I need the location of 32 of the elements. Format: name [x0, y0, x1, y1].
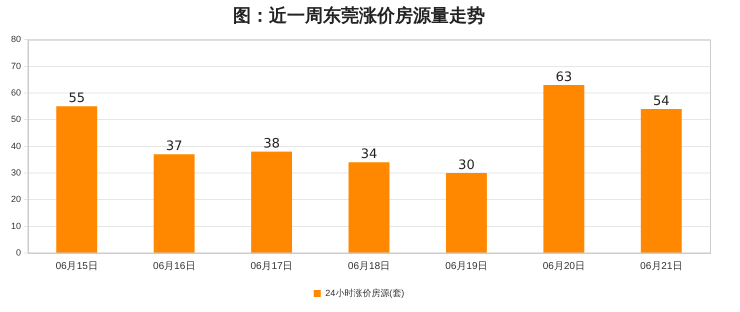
bar: [154, 154, 195, 252]
y-tick-label: 0: [16, 247, 22, 258]
y-tick-label: 30: [10, 167, 22, 178]
y-tick-label: 50: [10, 114, 22, 124]
data-label: 55: [68, 91, 85, 106]
x-tick-label: 06月20日: [542, 260, 585, 272]
legend-label: 24小时涨价房源(套): [325, 288, 404, 298]
y-tick-label: 20: [10, 194, 22, 204]
bar: [446, 172, 487, 252]
x-tick-label: 06月21日: [640, 260, 682, 272]
bar: [640, 108, 682, 252]
x-tick-label: 06月16日: [153, 260, 196, 272]
y-tick-label: 40: [10, 140, 22, 151]
data-label: 34: [360, 147, 378, 162]
x-tick-label: 06月15日: [56, 260, 98, 272]
chart-title: 图：近一周东莞涨价房源量走势: [233, 5, 485, 26]
y-tick-label: 80: [10, 34, 22, 44]
bar: [251, 152, 292, 252]
y-tick-label: 60: [10, 87, 22, 98]
data-label: 38: [263, 136, 280, 152]
y-tick-label: 70: [10, 60, 22, 71]
bar: [56, 106, 98, 252]
x-tick-label: 06月17日: [250, 260, 293, 272]
data-label: 30: [458, 158, 475, 173]
bar: [543, 84, 584, 252]
x-tick-label: 06月18日: [348, 260, 390, 272]
data-label: 37: [166, 139, 182, 154]
bar: [348, 162, 390, 252]
y-tick-label: 10: [10, 220, 22, 231]
data-label: 54: [653, 94, 670, 109]
x-tick-label: 06月19日: [445, 260, 488, 272]
data-label: 63: [556, 70, 572, 85]
